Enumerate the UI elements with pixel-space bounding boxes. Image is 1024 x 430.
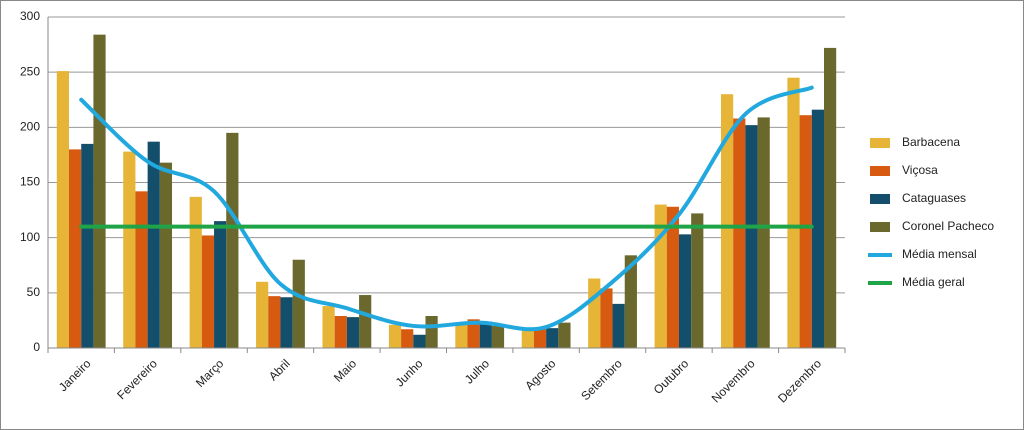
bar — [733, 118, 746, 348]
bar — [69, 149, 82, 348]
legend-label: Coronel Pacheco — [902, 219, 994, 233]
bar — [787, 77, 800, 348]
bar — [521, 329, 534, 348]
bar — [201, 235, 215, 348]
bar — [600, 288, 613, 348]
bar — [56, 71, 70, 349]
bar — [292, 259, 305, 348]
bar — [322, 306, 335, 348]
bar — [546, 328, 559, 348]
bar — [401, 329, 414, 348]
bar — [214, 221, 227, 348]
legend-label: Cataguases — [902, 191, 966, 205]
line — [79, 85, 814, 332]
legend-label: Média geral — [902, 275, 965, 289]
y-tick-label: 100 — [20, 230, 40, 244]
bar — [359, 295, 372, 348]
bar — [467, 319, 480, 348]
bar — [533, 329, 547, 348]
bar — [226, 132, 239, 348]
legend-label: Média mensal — [902, 247, 977, 261]
bar — [624, 255, 637, 348]
bar — [612, 303, 625, 348]
legend-label: Barbacena — [902, 135, 960, 149]
y-tick-label: 200 — [20, 120, 40, 134]
y-tick-label: 150 — [20, 175, 40, 189]
bar — [123, 151, 136, 348]
legend-swatch — [870, 138, 890, 148]
bar — [558, 322, 571, 348]
bar — [425, 316, 438, 348]
bar — [81, 143, 94, 348]
legend-swatch — [870, 222, 890, 232]
bar — [588, 278, 601, 348]
bar — [256, 281, 269, 348]
legend-swatch — [870, 166, 890, 176]
bar — [491, 325, 505, 348]
y-tick-label: 0 — [33, 340, 40, 354]
bar — [666, 206, 679, 348]
bar — [413, 334, 426, 348]
bar — [745, 125, 758, 348]
bar — [280, 297, 293, 348]
y-tick-label: 250 — [20, 64, 40, 78]
y-tick-label: 50 — [27, 285, 41, 299]
bar — [93, 34, 106, 349]
bar — [678, 234, 692, 348]
bar — [147, 141, 160, 348]
bar — [346, 317, 360, 348]
bar — [268, 296, 281, 348]
bar — [189, 196, 202, 348]
bar — [720, 94, 734, 348]
bar — [479, 321, 492, 348]
bar — [811, 109, 824, 349]
bar — [159, 162, 173, 348]
legend-label: Viçosa — [902, 163, 938, 177]
bar — [334, 316, 347, 348]
legend-swatch — [870, 194, 890, 204]
bar — [757, 117, 770, 348]
bar — [455, 323, 468, 348]
bar — [823, 47, 837, 348]
bar — [691, 213, 704, 348]
y-tick-label: 300 — [20, 9, 40, 23]
bar — [799, 115, 812, 349]
bar — [135, 191, 148, 348]
bar — [388, 324, 402, 348]
